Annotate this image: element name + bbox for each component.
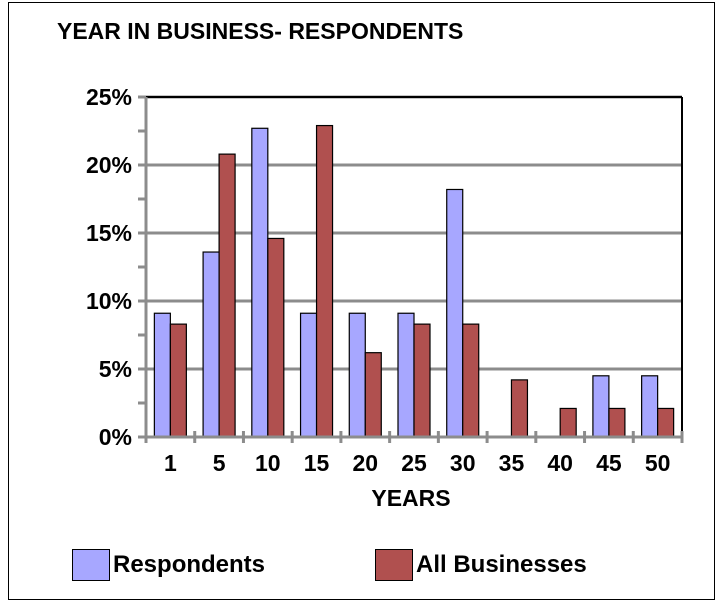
x-tick-label: 5 (213, 450, 226, 476)
bar-all-businesses-40 (559, 407, 577, 438)
chart-title: YEAR IN BUSINESS- RESPONDENTS (57, 18, 464, 44)
y-tick-label: 0% (99, 424, 132, 450)
bar-all-businesses-20 (364, 352, 382, 438)
bar-all-businesses-1 (169, 323, 187, 438)
x-tick-label: 25 (401, 450, 427, 476)
x-axis-title: YEARS (371, 485, 450, 511)
x-tick-label: 30 (450, 450, 476, 476)
bar-respondents-5 (202, 251, 220, 438)
bar-all-businesses-35 (510, 379, 529, 438)
y-tick-label: 5% (99, 356, 132, 382)
y-tick-label: 25% (86, 84, 132, 110)
x-tick-label: 50 (645, 450, 671, 476)
legend-item-all-businesses: All Businesses (375, 548, 587, 582)
y-tick-label: 20% (86, 152, 132, 178)
bar-respondents-30 (446, 188, 464, 438)
legend-label-respondents: Respondents (113, 551, 266, 578)
legend-swatch-all-businesses (375, 549, 413, 581)
x-tick-label: 15 (304, 450, 330, 476)
x-tick-label: 1 (164, 450, 177, 476)
legend-label-all-businesses: All Businesses (416, 551, 587, 578)
bar-respondents-25 (397, 312, 415, 438)
x-tick-label: 45 (596, 450, 622, 476)
bar-respondents-20 (348, 312, 366, 438)
x-tick-label: 35 (499, 450, 525, 476)
bar-all-businesses-45 (608, 407, 626, 438)
bar-all-businesses-50 (657, 407, 675, 438)
bar-all-businesses-30 (462, 323, 480, 438)
y-tick-label: 10% (86, 288, 132, 314)
chart-frame (8, 2, 715, 600)
bar-all-businesses-25 (413, 323, 431, 438)
x-tick-label: 20 (352, 450, 378, 476)
y-tick-label: 15% (86, 220, 132, 246)
bar-respondents-15 (299, 312, 318, 438)
x-tick-label: 40 (547, 450, 573, 476)
bar-respondents-10 (251, 127, 269, 438)
bar-respondents-1 (153, 312, 171, 438)
legend-swatch-respondents (72, 549, 110, 581)
bar-respondents-45 (592, 375, 610, 438)
bar-all-businesses-10 (267, 237, 285, 438)
legend-item-respondents: Respondents (72, 548, 265, 582)
bar-respondents-50 (641, 375, 659, 438)
bar-all-businesses-5 (218, 153, 236, 438)
bar-all-businesses-15 (315, 124, 334, 438)
x-tick-label: 10 (255, 450, 281, 476)
